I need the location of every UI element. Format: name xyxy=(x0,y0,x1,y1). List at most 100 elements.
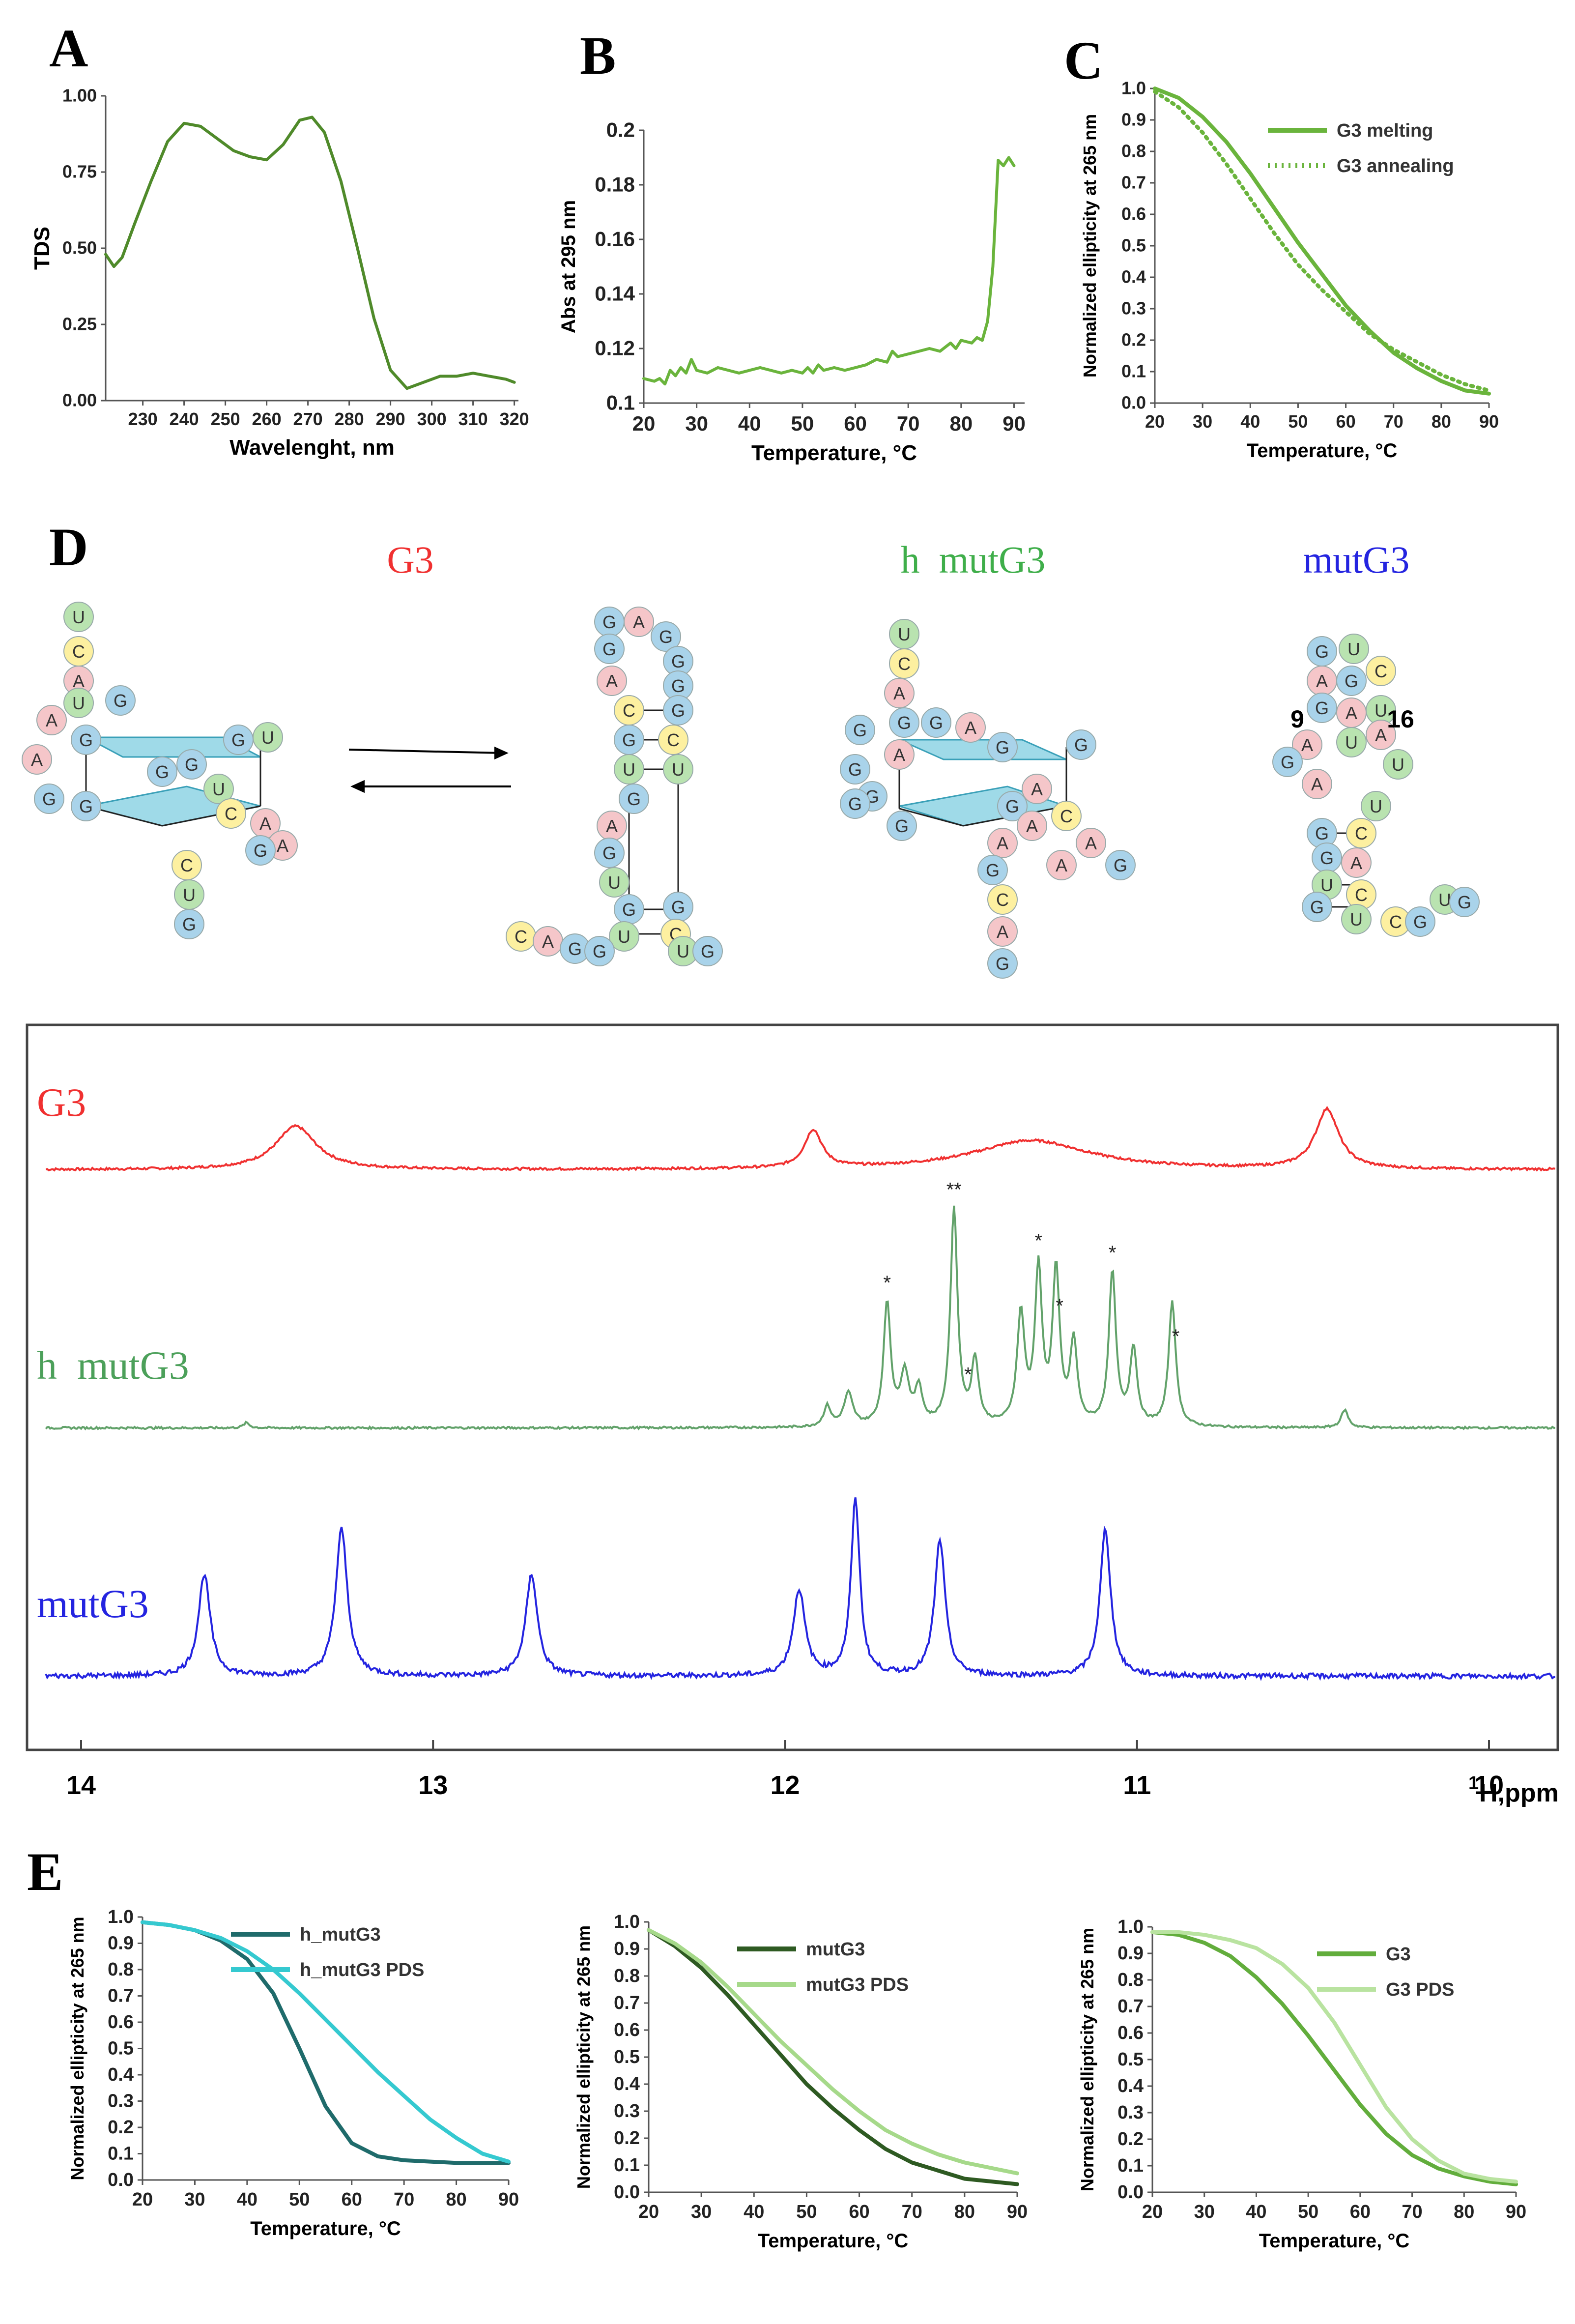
legend-label: h_mutG3 xyxy=(300,1924,381,1945)
y-tick-label: 0.6 xyxy=(1121,203,1146,224)
nucleotide-circle xyxy=(1302,892,1332,922)
nucleotide-letter: C xyxy=(1375,661,1387,681)
nucleotide-circle xyxy=(203,774,234,804)
y-tick-label: 1.0 xyxy=(108,1907,134,1927)
panel-label-c: C xyxy=(1064,30,1103,90)
x-tick-label: 50 xyxy=(791,412,814,435)
nucleotide-circle xyxy=(584,936,615,966)
nucleotide-letter: A xyxy=(1350,853,1362,873)
x-tick-label: 30 xyxy=(184,2189,205,2210)
y-tick-label: 0.18 xyxy=(595,173,635,196)
nucleotide-circle xyxy=(609,921,639,952)
nucleotide-circle xyxy=(692,936,723,966)
y-tick-label: 0.8 xyxy=(1117,1970,1144,1990)
nucleotide-letter: G xyxy=(996,737,1009,757)
nucleotide-circle xyxy=(63,602,94,632)
y-tick-label: 0.0 xyxy=(1121,392,1146,412)
nmr-axis-unit-super: 1 xyxy=(1468,1773,1479,1794)
nucleotide-circle xyxy=(71,791,101,821)
y-tick-label: 0.14 xyxy=(595,282,635,305)
x-tick-label: 90 xyxy=(1479,411,1499,432)
g-quartet-plane xyxy=(899,739,1067,760)
nucleotide-letter: G xyxy=(986,860,1000,880)
nucleotide-letter: U xyxy=(623,759,635,780)
chart-c: 20 30 40 50 60 70 80 90 0.0 0.1 0.2 0.3 0.4 0.5 0.6 0.7… xyxy=(1080,78,1499,462)
x-tick-label: 20 xyxy=(1142,2202,1163,2222)
nucleotide-letter: A xyxy=(606,671,618,691)
nucleotide-circle xyxy=(1076,828,1106,858)
nucleotide-letter: U xyxy=(212,779,225,799)
peak-marker: * xyxy=(1109,1242,1117,1264)
y-tick-label: 0.2 xyxy=(108,2117,134,2138)
nucleotide-letter: C xyxy=(1060,806,1073,826)
x-tick-label: 270 xyxy=(293,409,323,429)
residue-number-9: 9 xyxy=(1290,705,1304,733)
peak-marker: * xyxy=(964,1364,972,1386)
x-tick-label: 70 xyxy=(902,2202,922,2222)
x-tick-label: 230 xyxy=(128,409,158,429)
x-tick-label: 70 xyxy=(1402,2202,1422,2222)
nucleotide-circle xyxy=(1272,747,1303,777)
nucleotide-letter: G xyxy=(1320,848,1334,868)
legend-label: G3 xyxy=(1386,1944,1411,1965)
y-tick-label: 0.12 xyxy=(595,337,635,360)
y-tick-label: 0.7 xyxy=(1117,1996,1144,2017)
nucleotide-circle xyxy=(1017,811,1047,841)
y-tick-label: 0.1 xyxy=(1121,361,1146,381)
backbone xyxy=(899,808,964,827)
y-tick-label: 1.0 xyxy=(1121,78,1146,98)
nucleotide-circle xyxy=(36,705,67,735)
x-tick-label: 80 xyxy=(1454,2202,1474,2222)
nucleotide-letter: U xyxy=(1375,700,1387,721)
chart-e3: 20 30 40 50 60 70 80 90 0.0 0.1 0.2 0.3 0.4 0.5 0.6 0.7… xyxy=(1077,1917,1526,2252)
nmr-x-tick-label: 14 xyxy=(66,1771,96,1800)
x-tick-label: 280 xyxy=(335,409,364,429)
nucleotide-letter: G xyxy=(1315,641,1329,662)
nucleotide-circle xyxy=(1366,720,1396,750)
y-tick-label: 0.4 xyxy=(1121,266,1146,287)
nucleotide-letter: C xyxy=(996,890,1009,910)
y-tick-label: 0.3 xyxy=(614,2101,640,2121)
series-line-g3 xyxy=(1150,1930,1518,2186)
y-tick-label: 0.25 xyxy=(62,314,97,334)
nmr-spectra: ********14 13 12 11 10 xyxy=(45,1105,1556,1800)
nucleotide-letter: G xyxy=(1458,892,1471,912)
chart-b: 20 30 40 50 60 70 80 90 0.1 0.12 0.14 0.16 0.18 0.2 Te… xyxy=(558,118,1026,465)
x-tick-label: 90 xyxy=(498,2189,519,2210)
y-tick-label: 0.5 xyxy=(614,2047,640,2067)
y-tick-label: 0.7 xyxy=(1121,172,1146,192)
x-tick-label: 310 xyxy=(458,409,488,429)
y-tick-label: 0.75 xyxy=(62,161,97,181)
structure-title-mutg3: mutG3 xyxy=(1303,538,1410,581)
residue-number-16: 16 xyxy=(1387,705,1414,733)
equilibrium-arrows xyxy=(348,746,511,793)
nucleotide-circle xyxy=(1339,634,1369,664)
x-tick-label: 60 xyxy=(342,2189,362,2210)
nucleotide-circle xyxy=(1449,887,1480,917)
structure-title-hmutg3: h mutG3 xyxy=(901,538,1046,581)
x-tick-label: 40 xyxy=(738,412,761,435)
nucleotide-letter: U xyxy=(261,727,274,748)
x-tick-label: 70 xyxy=(897,412,920,435)
nucleotide-circle xyxy=(987,948,1018,979)
legend-label: mutG3 xyxy=(806,1939,865,1960)
x-tick-label: 60 xyxy=(849,2202,869,2222)
x-tick-label: 30 xyxy=(685,412,708,435)
x-tick-label: 90 xyxy=(1002,412,1026,435)
panel-label-b: B xyxy=(580,26,616,86)
chart-a: 230 240 250 260 270 280 290 300 310 320 0.00 0.25 0.… xyxy=(30,85,529,460)
y-tick-label: 0.8 xyxy=(108,1959,134,1980)
y-tick-label: 0.5 xyxy=(108,2038,134,2059)
nucleotide-letter: A xyxy=(606,816,618,836)
x-tick-label: 40 xyxy=(1240,411,1260,432)
peak-marker: * xyxy=(883,1272,891,1294)
series-line-mutg3 xyxy=(647,1928,1019,2186)
y-axis-label: Normalized ellipticity at 265 nm xyxy=(573,1925,594,2189)
nucleotide-letter: G xyxy=(1281,752,1294,772)
x-tick-label: 80 xyxy=(954,2202,975,2222)
nucleotide-letter: A xyxy=(1056,855,1067,875)
y-tick-label: 0.50 xyxy=(62,237,97,258)
nucleotide-circle xyxy=(1341,904,1372,934)
y-tick-label: 0.5 xyxy=(1121,235,1146,255)
nucleotide-letter: C xyxy=(180,855,193,875)
